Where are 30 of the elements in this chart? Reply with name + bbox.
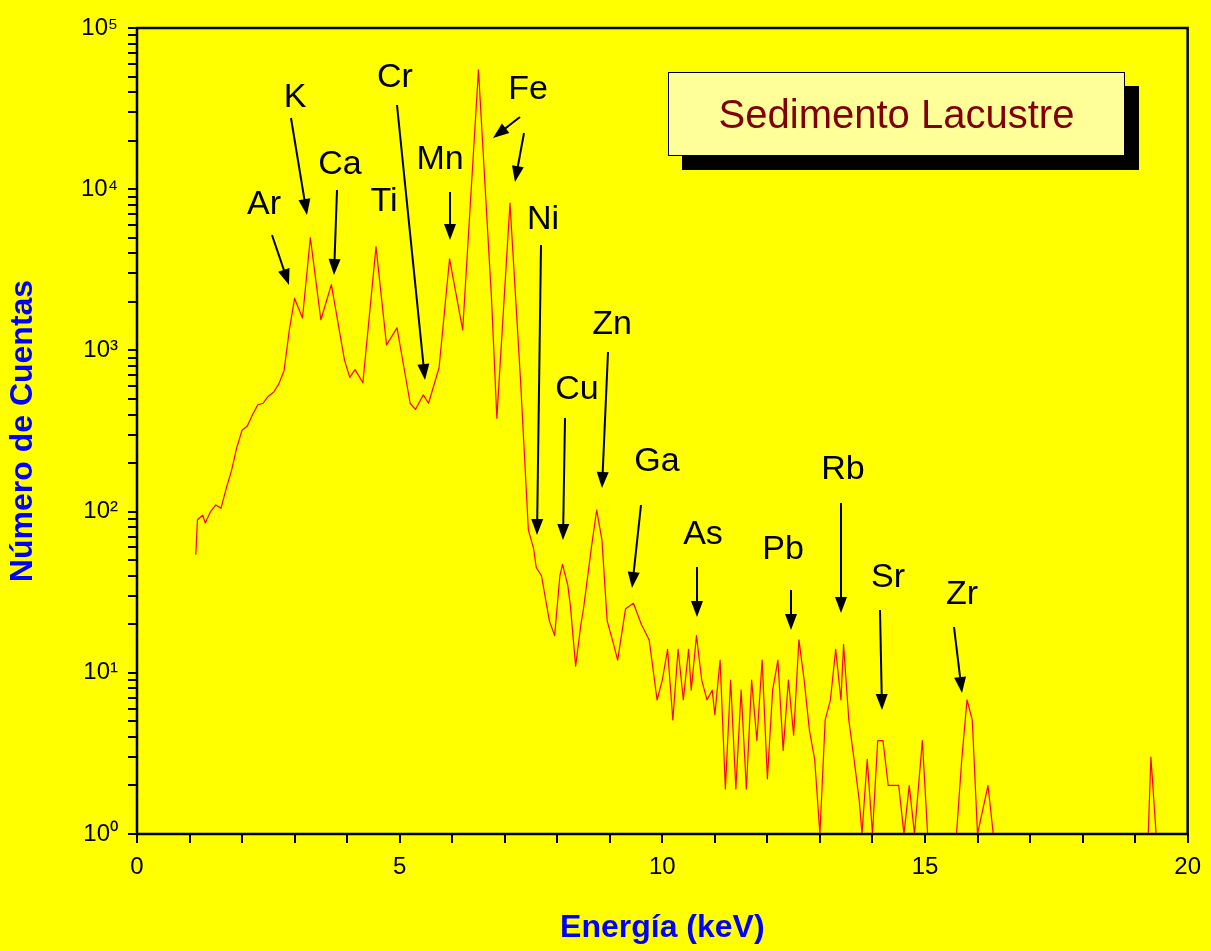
annotation: Zr — [945, 573, 979, 612]
annotation: As — [683, 513, 723, 552]
annotation: Sr — [871, 556, 905, 595]
annotation: Zn — [592, 303, 632, 342]
annotation: Cu — [555, 368, 599, 407]
text: Sedimento Lacustre — [668, 72, 1125, 156]
x-tick-label: 5 — [392, 852, 407, 880]
annotation: Rb — [821, 448, 865, 487]
annotation: Ti — [370, 180, 398, 219]
y-tick-label: 10⁰ — [83, 818, 118, 846]
annotation: Ar — [247, 183, 281, 222]
y-tick-label: 10¹ — [83, 657, 119, 685]
annotation: Cr — [377, 56, 413, 95]
y-axis-title: Número de Cuentas — [3, 279, 40, 583]
x-axis-title: Energía (keV) — [560, 907, 765, 944]
annotation: Fe — [508, 68, 548, 107]
annotation: Ca — [318, 143, 362, 182]
y-tick-label: 10² — [83, 496, 119, 524]
annotation: Mn — [416, 138, 464, 177]
x-tick-label: 15 — [911, 852, 939, 880]
annotation: Ni — [526, 198, 560, 237]
x-tick-label: 10 — [648, 852, 676, 880]
y-tick-label: 10⁴ — [80, 173, 118, 201]
annotation: K — [283, 76, 307, 115]
y-tick-label: 10³ — [83, 335, 119, 363]
x-tick-label: 0 — [130, 852, 144, 880]
annotation: Ga — [634, 440, 680, 479]
y-tick-label: 10⁵ — [81, 12, 118, 40]
x-tick-label: 20 — [1174, 852, 1201, 880]
annotation: Pb — [762, 528, 804, 567]
